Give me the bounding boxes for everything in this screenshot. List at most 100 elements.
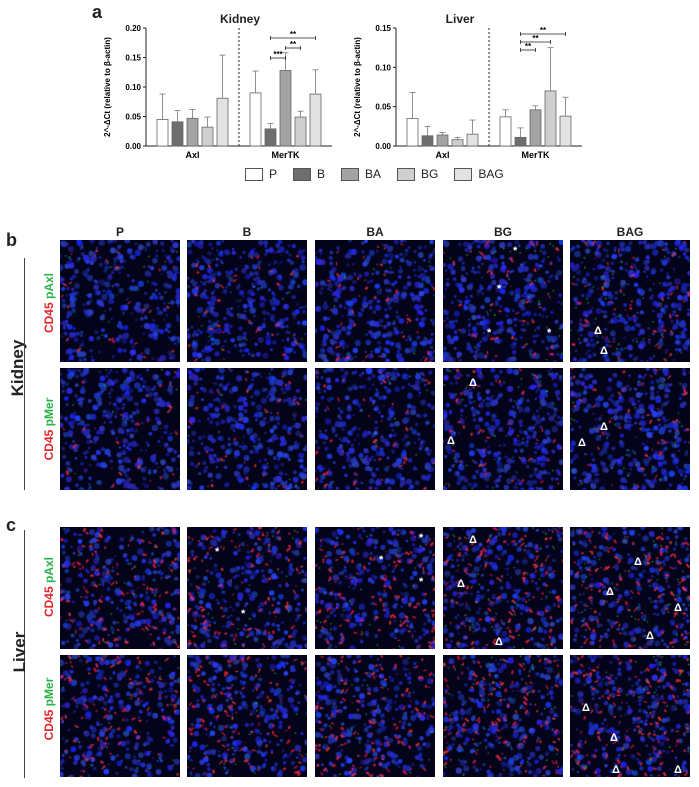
bar-P-Axl	[156, 119, 169, 147]
legend-item: BG	[397, 167, 438, 181]
legend-item: P	[245, 167, 277, 181]
micrograph-liver-pmer-bag: Δ Δ Δ Δ	[570, 655, 690, 777]
group-label-MerTK: MerTK	[271, 150, 300, 160]
triangle-marker: Δ	[646, 630, 654, 642]
bar-BG-Axl	[451, 139, 464, 147]
triangle-marker: Δ	[610, 732, 618, 744]
column-header-p: P	[115, 225, 124, 239]
y-axis-label: 2^-ΔCt (relative to β-actin)	[353, 37, 362, 137]
y-tick-label: 0.05	[125, 113, 141, 122]
bar-BA-Axl	[436, 134, 449, 147]
legend-label: B	[317, 167, 326, 181]
liver-row2-stain-label: CD45 pMer	[42, 677, 56, 741]
triangle-marker: Δ	[674, 602, 682, 614]
legend-swatch	[245, 167, 263, 181]
triangle-marker: Δ	[600, 421, 608, 433]
liver-chart-title: Liver	[445, 12, 475, 26]
legend-label: BA	[365, 167, 382, 181]
group-label-Axl: Axl	[185, 150, 199, 160]
kidney-side-label: Kidney	[8, 339, 27, 397]
y-tick-label: 0.00	[375, 142, 391, 151]
asterisk-marker: *	[497, 283, 502, 295]
bar-P-Axl	[406, 118, 419, 147]
kidney-row1-stain-label: CD45 pAxl	[42, 272, 56, 334]
micrograph-liver-pmer-bg	[443, 655, 563, 777]
micrograph-kidney-paxl-bg: * * * *	[443, 240, 563, 362]
column-header-ba: BA	[366, 225, 384, 239]
bar-B-MerTK	[514, 136, 527, 147]
micrograph-liver-paxl-bg: Δ Δ Δ	[443, 527, 563, 649]
kidney-row2-stain-label: CD45 pMer	[42, 397, 56, 461]
legend-label: P	[269, 167, 278, 181]
legend-swatch	[454, 167, 473, 181]
bar-BAG-Axl	[216, 97, 229, 147]
significance-label: **	[540, 26, 547, 35]
group-label-Axl: Axl	[435, 150, 449, 160]
triangle-marker: Δ	[582, 702, 590, 714]
micrograph-kidney-paxl-p	[60, 240, 180, 362]
bar-BA-MerTK	[529, 109, 542, 147]
bar-B-Axl	[421, 135, 434, 147]
triangle-marker: Δ	[674, 764, 682, 776]
micrograph-liver-paxl-ba: * * *	[315, 527, 435, 649]
micrograph-kidney-pmer-ba	[315, 368, 435, 490]
kidney-bracket-line	[24, 258, 25, 490]
column-header-bag: BAG	[616, 225, 644, 239]
triangle-marker: Δ	[634, 556, 642, 568]
y-tick-label: 0.20	[125, 24, 141, 33]
y-tick-label: 0.10	[375, 63, 391, 72]
significance-label: **	[525, 42, 532, 51]
bar-B-MerTK	[264, 128, 277, 147]
micrograph-liver-paxl-bag: Δ Δ Δ Δ	[570, 527, 690, 649]
group-label-MerTK: MerTK	[521, 150, 550, 160]
asterisk-marker: *	[487, 327, 492, 339]
legend-label: BAG	[478, 167, 504, 181]
asterisk-marker: *	[215, 546, 220, 558]
triangle-marker: Δ	[469, 377, 477, 389]
triangle-marker: Δ	[594, 325, 602, 337]
micrograph-kidney-pmer-p	[60, 368, 180, 490]
bar-BG-MerTK	[294, 116, 307, 147]
bar-B-Axl	[171, 121, 184, 147]
bar-BAG-Axl	[466, 133, 479, 147]
y-tick-label: 0.00	[125, 142, 141, 151]
legend-item: B	[293, 167, 325, 181]
triangle-marker: Δ	[606, 586, 614, 598]
y-tick-label: 0.10	[125, 83, 141, 92]
triangle-marker: Δ	[457, 578, 465, 590]
liver-row1-stain-label: CD45 pAxl	[42, 556, 56, 618]
micrograph-liver-pmer-ba	[315, 655, 435, 777]
legend-swatch	[341, 167, 360, 181]
panel-label-c: c	[6, 515, 17, 535]
asterisk-marker: *	[379, 554, 384, 566]
column-header-b: B	[242, 225, 252, 239]
asterisk-marker: *	[241, 608, 246, 620]
liver-bar-chart: 2^-ΔCt (relative to β-actin) 0.00 0.05 0.10…	[353, 24, 582, 160]
bar-BG-Axl	[201, 126, 214, 147]
legend-swatch	[397, 167, 416, 181]
bar-P-MerTK	[499, 116, 512, 147]
triangle-marker: Δ	[600, 345, 608, 357]
bar-BA-MerTK	[279, 70, 292, 147]
micrograph-liver-paxl-p	[60, 527, 180, 649]
triangle-marker: Δ	[578, 437, 586, 449]
micrograph-kidney-paxl-b	[187, 240, 307, 362]
kidney-chart-title: Kidney	[219, 12, 260, 26]
bar-BG-MerTK	[544, 90, 557, 147]
legend-item: BA	[341, 167, 381, 181]
chart-legend: P B BA BG BAG	[245, 167, 520, 181]
bar-BA-Axl	[186, 117, 199, 147]
significance-label: ***	[273, 50, 283, 59]
liver-bracket-line	[24, 530, 25, 778]
micrograph-liver-paxl-b: * *	[187, 527, 307, 649]
micrograph-kidney-pmer-b	[187, 368, 307, 490]
y-tick-label: 0.15	[125, 54, 141, 63]
bar-BAG-MerTK	[559, 115, 572, 147]
triangle-marker: Δ	[612, 764, 620, 776]
asterisk-marker: *	[513, 245, 518, 257]
triangle-marker: Δ	[469, 534, 477, 546]
y-tick-label: 0.15	[375, 24, 391, 33]
y-axis-label: 2^-ΔCt (relative to β-actin)	[103, 37, 112, 137]
